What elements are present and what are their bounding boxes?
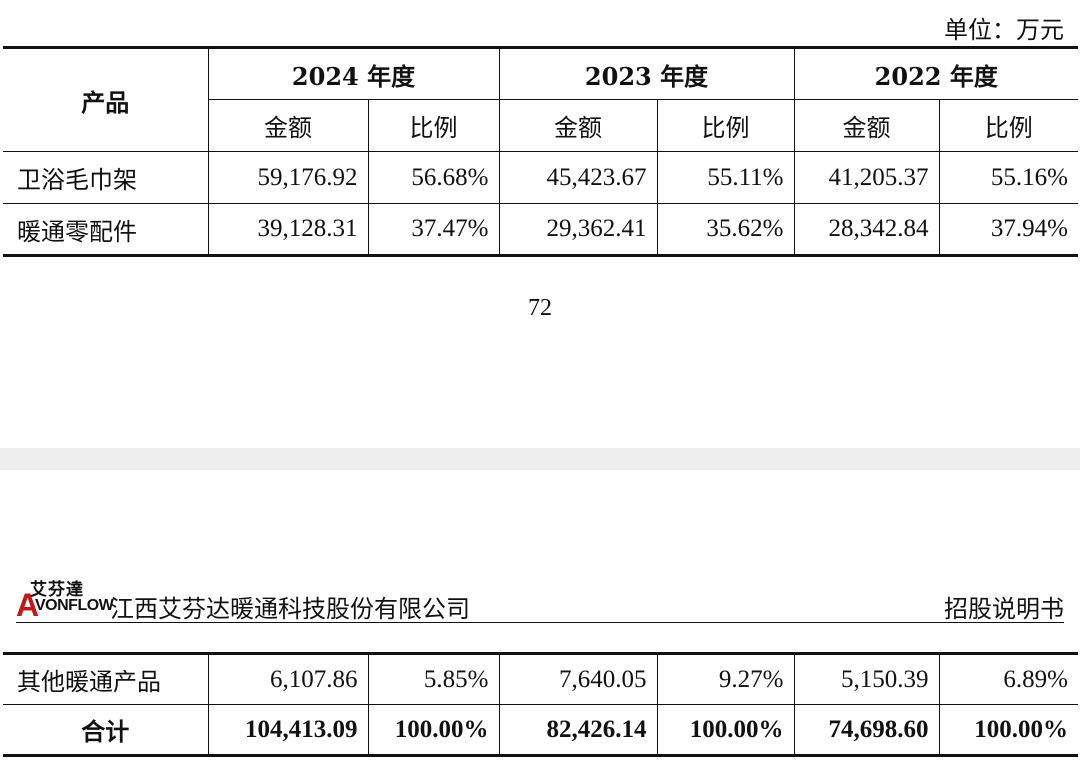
cell-value: 28,342.84 — [793, 203, 939, 256]
cell-value: 29,362.41 — [498, 203, 657, 256]
cell-value: 100.00% — [938, 704, 1078, 756]
row-product-name: 其他暖通产品 — [17, 668, 161, 696]
header-amount: 金额 — [498, 99, 657, 152]
cell-value: 37.94% — [938, 203, 1078, 256]
table-row: 暖通零配件 39,128.31 37.47% 29,362.41 35.62% … — [3, 203, 1078, 256]
cell-value: 6.89% — [938, 653, 1078, 705]
table-row: 其他暖通产品 6,107.86 5.85% 7,640.05 9.27% 5,1… — [3, 653, 1078, 705]
cell-value: 100.00% — [367, 704, 499, 756]
logo-letter-a: A — [16, 587, 40, 623]
cell-value: 100.00% — [656, 704, 794, 756]
page-number: 72 — [528, 295, 552, 321]
header-amount: 金额 — [207, 99, 368, 152]
cell-value: 45,423.67 — [498, 151, 657, 204]
cell-value: 9.27% — [656, 653, 794, 705]
cell-value: 35.62% — [656, 203, 794, 256]
header-product: 产品 — [81, 87, 130, 117]
cell-value: 56.68% — [367, 151, 499, 204]
row-product-name: 暖通零配件 — [17, 217, 137, 246]
cell-value: 55.11% — [656, 151, 794, 204]
cell-value: 55.16% — [938, 151, 1078, 204]
cell-value: 59,176.92 — [207, 151, 368, 204]
table-row: 卫浴毛巾架 59,176.92 56.68% 45,423.67 55.11% … — [3, 151, 1078, 204]
row-total-label: 合计 — [81, 717, 130, 746]
cell-value: 39,128.31 — [207, 203, 368, 256]
cell-value: 7,640.05 — [498, 653, 657, 705]
cell-value: 6,107.86 — [207, 653, 368, 705]
total-row: 合计 104,413.09 100.00% 82,426.14 100.00% … — [3, 704, 1078, 756]
revenue-table-bottom: 其他暖通产品 6,107.86 5.85% 7,640.05 9.27% 5,1… — [3, 652, 1078, 757]
unit-label: 单位：万元 — [944, 16, 1064, 44]
header-ratio: 比例 — [656, 99, 794, 152]
revenue-table-top: 产品 2024 年度 2023 年度 2022 年度 金额 比例 金额 比例 金… — [3, 46, 1078, 257]
header-ratio: 比例 — [367, 99, 499, 152]
cell-value: 74,698.60 — [793, 704, 939, 756]
document-header: 艾芬達 A VONFLOW 江西艾芬达暖通科技股份有限公司 招股说明书 — [16, 575, 1064, 623]
header-year-2022: 2022 年度 — [793, 47, 1078, 100]
header-ratio: 比例 — [938, 99, 1078, 152]
cell-value: 104,413.09 — [207, 704, 368, 756]
row-product-name: 卫浴毛巾架 — [17, 166, 137, 194]
logo-english-text: VONFLOW — [35, 597, 114, 614]
company-logo: 艾芬達 A VONFLOW — [16, 575, 114, 623]
document-type: 招股说明书 — [944, 595, 1064, 623]
header-year-2023: 2023 年度 — [498, 47, 794, 100]
page-divider — [0, 448, 1080, 470]
cell-value: 82,426.14 — [498, 704, 657, 756]
cell-value: 37.47% — [367, 203, 499, 256]
header-amount: 金额 — [793, 99, 939, 152]
logo-chinese-text: 艾芬達 — [30, 580, 84, 600]
cell-value: 5.85% — [367, 653, 499, 705]
header-year-2024: 2024 年度 — [207, 47, 499, 100]
cell-value: 41,205.37 — [793, 151, 939, 204]
header-rule — [16, 622, 1064, 623]
cell-value: 5,150.39 — [793, 653, 939, 705]
company-name: 江西艾芬达暖通科技股份有限公司 — [110, 595, 470, 623]
